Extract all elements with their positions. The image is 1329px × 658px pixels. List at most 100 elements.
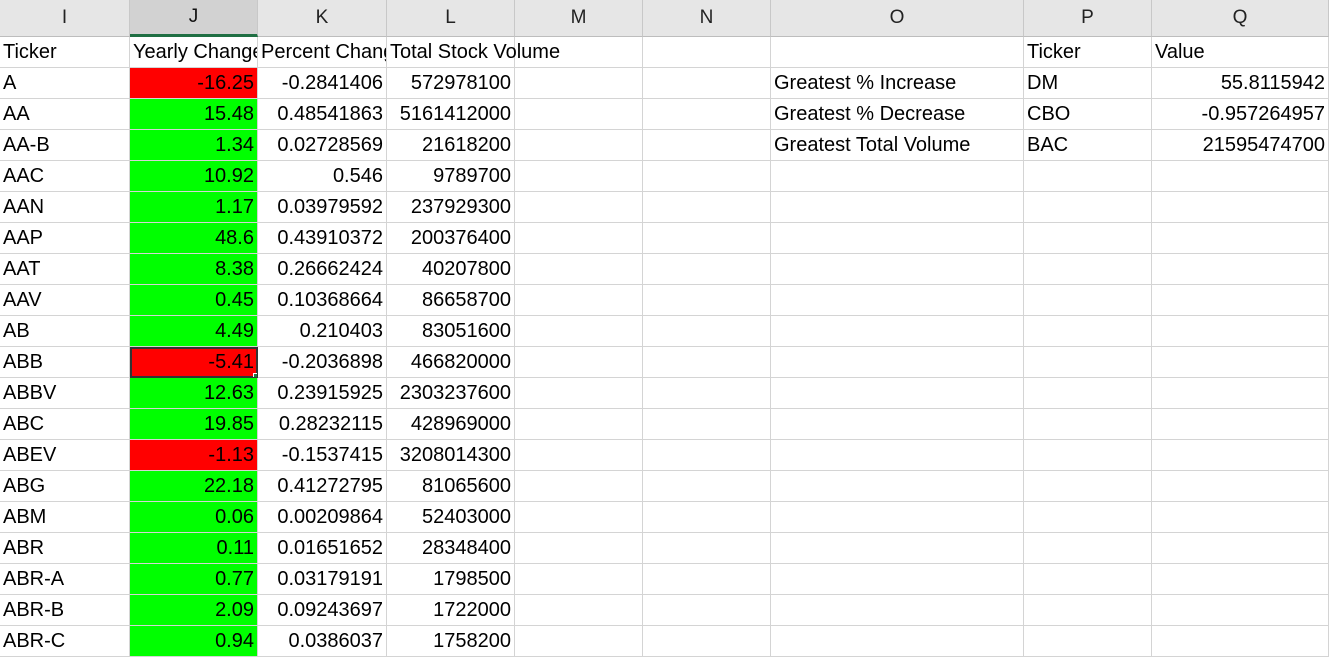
ticker-cell[interactable]: ABR-C (0, 626, 130, 657)
percent-change-cell[interactable]: 0.10368664 (258, 285, 387, 316)
percent-change-cell[interactable]: 0.09243697 (258, 595, 387, 626)
empty-cell[interactable] (1024, 223, 1152, 254)
empty-cell[interactable] (643, 626, 771, 657)
percent-change-cell[interactable]: 0.48541863 (258, 99, 387, 130)
header-summary-ticker[interactable]: Ticker (1024, 37, 1152, 68)
summary-value-cell[interactable]: 55.8115942 (1152, 68, 1329, 99)
column-header-m[interactable]: M (515, 0, 643, 37)
empty-cell[interactable] (1152, 533, 1329, 564)
empty-cell[interactable] (1152, 409, 1329, 440)
empty-cell[interactable] (515, 316, 643, 347)
header-total-volume[interactable]: Total Stock Volume (387, 37, 560, 68)
empty-cell[interactable] (515, 440, 643, 471)
cell-o[interactable] (771, 37, 1024, 68)
summary-value-cell[interactable]: 21595474700 (1152, 130, 1329, 161)
empty-cell[interactable] (1152, 223, 1329, 254)
empty-cell[interactable] (1024, 502, 1152, 533)
empty-cell[interactable] (643, 471, 771, 502)
total-volume-cell[interactable]: 466820000 (387, 347, 515, 378)
percent-change-cell[interactable]: 0.03179191 (258, 564, 387, 595)
empty-cell[interactable] (1024, 378, 1152, 409)
ticker-cell[interactable]: ABC (0, 409, 130, 440)
ticker-cell[interactable]: AAC (0, 161, 130, 192)
empty-cell[interactable] (643, 564, 771, 595)
empty-cell[interactable] (1024, 440, 1152, 471)
ticker-cell[interactable]: AAN (0, 192, 130, 223)
empty-cell[interactable] (1024, 161, 1152, 192)
empty-cell[interactable] (771, 285, 1024, 316)
empty-cell[interactable] (515, 347, 643, 378)
yearly-change-cell[interactable]: 10.92 (130, 161, 258, 192)
empty-cell[interactable] (515, 409, 643, 440)
yearly-change-cell[interactable]: 1.17 (130, 192, 258, 223)
empty-cell[interactable] (515, 99, 643, 130)
selected-yearly-change-cell[interactable]: -5.41 (130, 347, 258, 378)
yearly-change-cell[interactable]: -1.13 (130, 440, 258, 471)
empty-cell[interactable] (1152, 347, 1329, 378)
yearly-change-cell[interactable]: 12.63 (130, 378, 258, 409)
empty-cell[interactable] (643, 409, 771, 440)
empty-cell[interactable] (1024, 192, 1152, 223)
empty-cell[interactable] (1024, 564, 1152, 595)
ticker-cell[interactable]: ABB (0, 347, 130, 378)
total-volume-cell[interactable]: 40207800 (387, 254, 515, 285)
empty-cell[interactable] (1024, 316, 1152, 347)
empty-cell[interactable] (515, 533, 643, 564)
column-header-j[interactable]: J (130, 0, 258, 37)
empty-cell[interactable] (643, 502, 771, 533)
empty-cell[interactable] (1024, 626, 1152, 657)
column-header-l[interactable]: L (387, 0, 515, 37)
empty-cell[interactable] (643, 223, 771, 254)
empty-cell[interactable] (515, 285, 643, 316)
empty-cell[interactable] (1152, 595, 1329, 626)
yearly-change-cell[interactable]: 15.48 (130, 99, 258, 130)
empty-cell[interactable] (515, 626, 643, 657)
empty-cell[interactable] (1024, 409, 1152, 440)
summary-label-cell[interactable]: Greatest % Decrease (771, 99, 1024, 130)
total-volume-cell[interactable]: 81065600 (387, 471, 515, 502)
empty-cell[interactable] (643, 378, 771, 409)
percent-change-cell[interactable]: 0.26662424 (258, 254, 387, 285)
empty-cell[interactable] (1152, 471, 1329, 502)
percent-change-cell[interactable]: 0.00209864 (258, 502, 387, 533)
total-volume-cell[interactable]: 237929300 (387, 192, 515, 223)
empty-cell[interactable] (643, 254, 771, 285)
percent-change-cell[interactable]: 0.28232115 (258, 409, 387, 440)
percent-change-cell[interactable]: 0.0386037 (258, 626, 387, 657)
yearly-change-cell[interactable]: 22.18 (130, 471, 258, 502)
percent-change-cell[interactable]: -0.2036898 (258, 347, 387, 378)
ticker-cell[interactable]: AAP (0, 223, 130, 254)
empty-cell[interactable] (1152, 192, 1329, 223)
empty-cell[interactable] (1024, 347, 1152, 378)
empty-cell[interactable] (1152, 378, 1329, 409)
empty-cell[interactable] (771, 192, 1024, 223)
total-volume-cell[interactable]: 1758200 (387, 626, 515, 657)
ticker-cell[interactable]: ABBV (0, 378, 130, 409)
empty-cell[interactable] (1152, 626, 1329, 657)
summary-ticker-cell[interactable]: DM (1024, 68, 1152, 99)
empty-cell[interactable] (643, 347, 771, 378)
yearly-change-cell[interactable]: 0.77 (130, 564, 258, 595)
empty-cell[interactable] (771, 595, 1024, 626)
empty-cell[interactable] (1152, 316, 1329, 347)
yearly-change-cell[interactable]: 0.11 (130, 533, 258, 564)
total-volume-cell[interactable]: 1798500 (387, 564, 515, 595)
column-header-p[interactable]: P (1024, 0, 1152, 37)
ticker-cell[interactable]: ABR-B (0, 595, 130, 626)
total-volume-cell[interactable]: 2303237600 (387, 378, 515, 409)
total-volume-cell[interactable]: 3208014300 (387, 440, 515, 471)
percent-change-cell[interactable]: 0.02728569 (258, 130, 387, 161)
empty-cell[interactable] (1024, 595, 1152, 626)
summary-ticker-cell[interactable]: BAC (1024, 130, 1152, 161)
empty-cell[interactable] (1152, 564, 1329, 595)
ticker-cell[interactable]: AA (0, 99, 130, 130)
empty-cell[interactable] (643, 316, 771, 347)
empty-cell[interactable] (1152, 161, 1329, 192)
ticker-cell[interactable]: AAT (0, 254, 130, 285)
empty-cell[interactable] (515, 595, 643, 626)
yearly-change-cell[interactable]: 19.85 (130, 409, 258, 440)
ticker-cell[interactable]: ABR (0, 533, 130, 564)
header-yearly-change[interactable]: Yearly Change (130, 37, 258, 68)
total-volume-cell[interactable]: 9789700 (387, 161, 515, 192)
empty-cell[interactable] (1024, 533, 1152, 564)
